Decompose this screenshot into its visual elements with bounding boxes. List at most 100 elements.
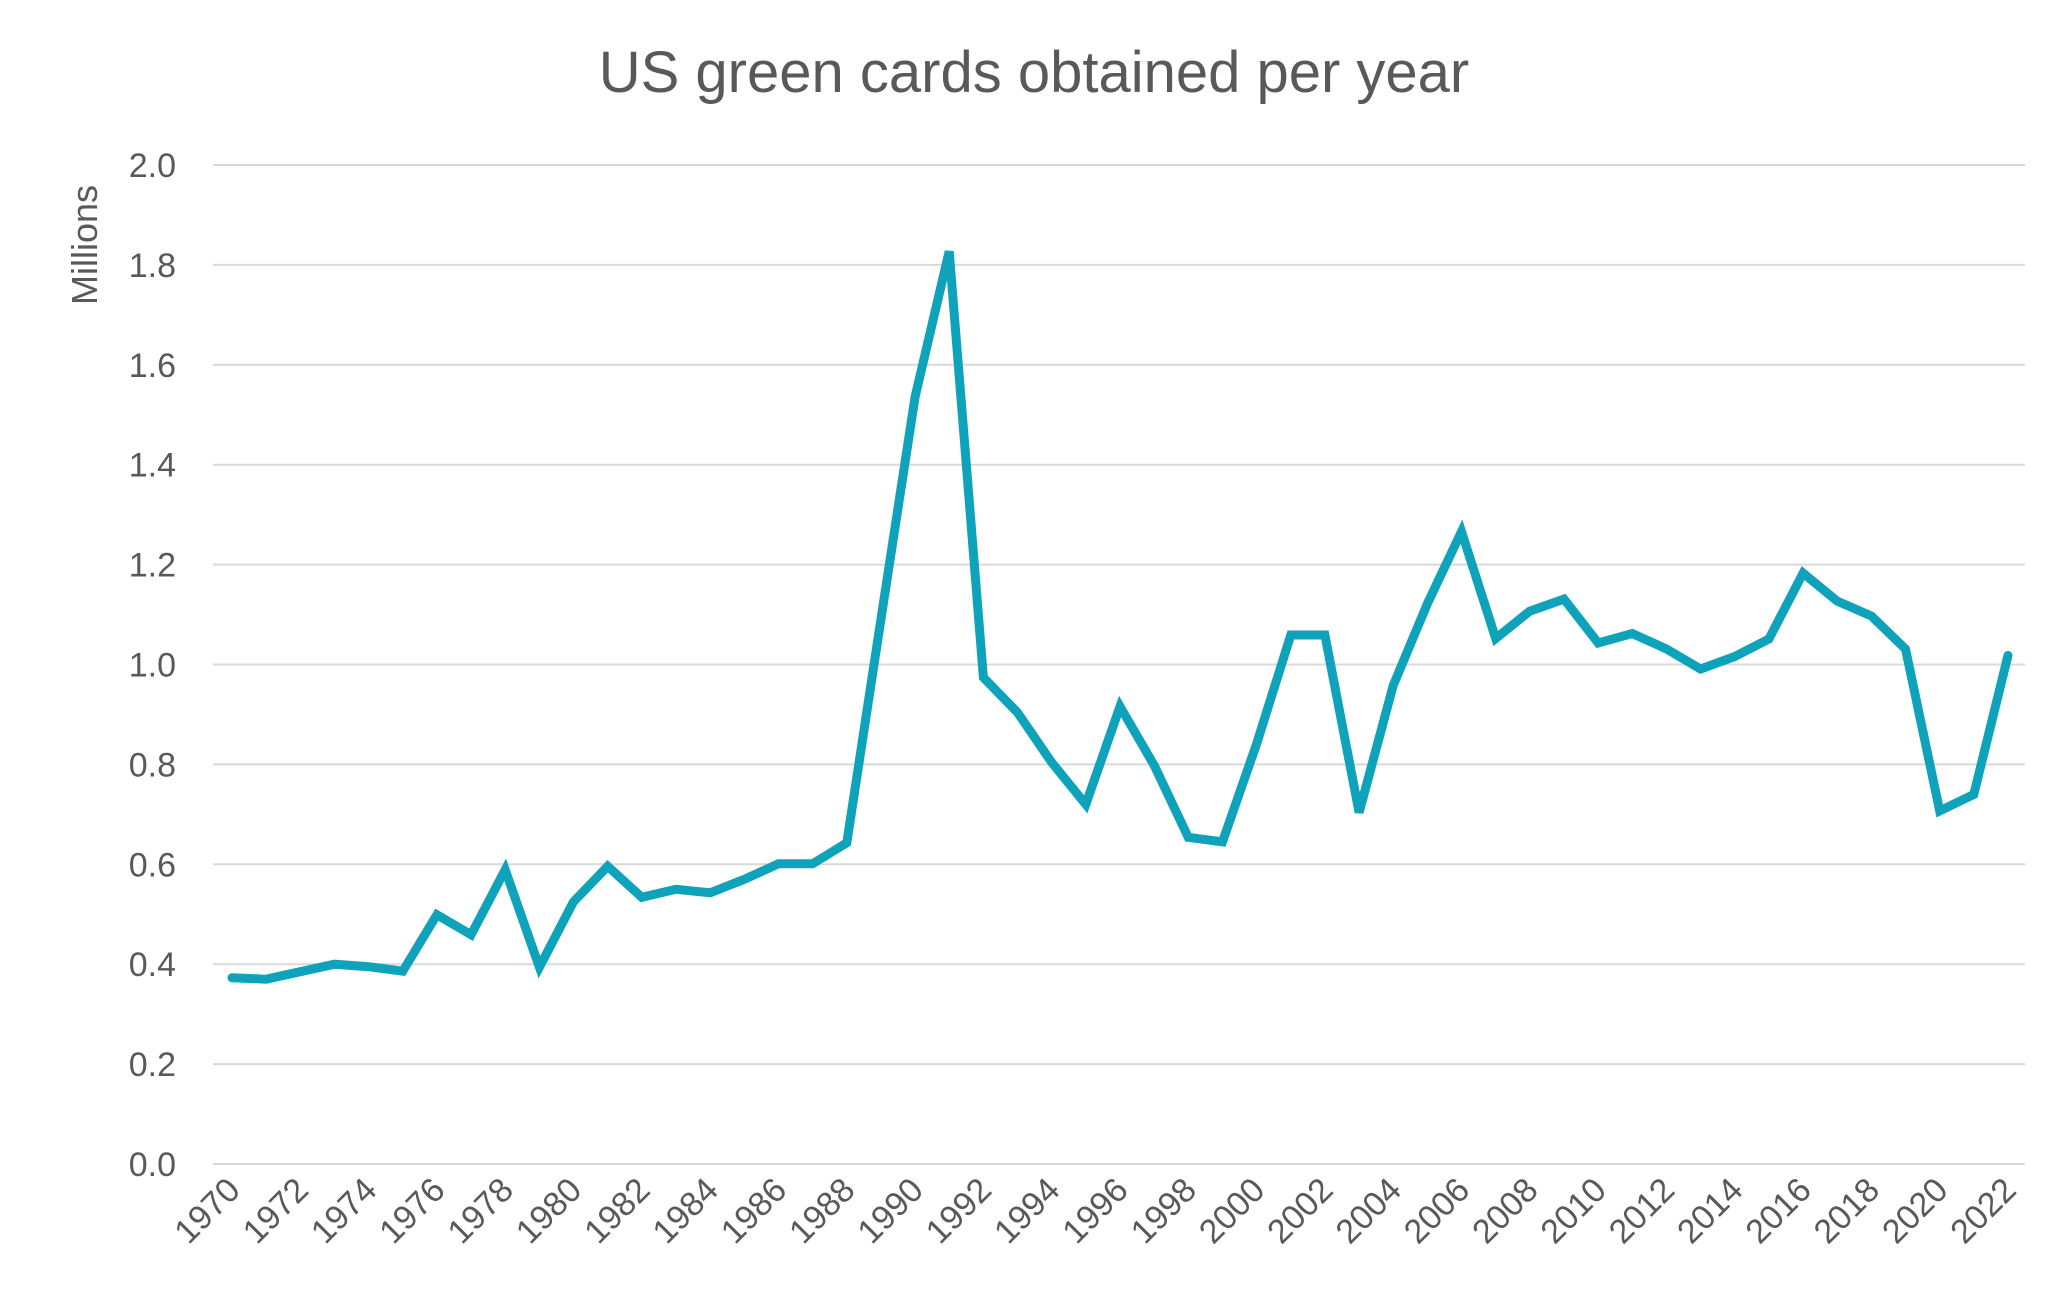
data-point — [1324, 634, 1326, 636]
data-point — [982, 677, 984, 678]
y-tick-label: 1.8 — [129, 247, 176, 285]
data-point — [1802, 572, 1804, 574]
data-point — [1631, 633, 1633, 634]
x-axis-ticks: 1970197219741976197819801982198419861988… — [167, 1171, 2023, 1251]
data-point — [948, 250, 950, 252]
y-tick-label: 0.2 — [129, 1046, 176, 1084]
y-tick-label: 0.8 — [129, 746, 176, 784]
data-point — [1734, 656, 1736, 657]
data-point — [1392, 685, 1394, 686]
data-point — [914, 396, 916, 398]
data-point — [1153, 764, 1155, 766]
x-tick-label: 2010 — [1533, 1171, 1613, 1251]
data-point — [880, 619, 882, 620]
data-point — [743, 878, 745, 880]
x-tick-label: 1978 — [441, 1171, 521, 1251]
x-tick-label: 2006 — [1397, 1171, 1477, 1251]
data-point — [1768, 638, 1770, 640]
data-point — [436, 914, 438, 916]
x-tick-label: 1986 — [714, 1171, 794, 1251]
data-point — [402, 970, 404, 972]
data-point — [1187, 836, 1189, 838]
data-point — [1085, 803, 1087, 805]
data-point — [368, 966, 370, 968]
data-point — [299, 971, 301, 973]
x-tick-label: 2012 — [1602, 1171, 1682, 1251]
x-tick-label: 2020 — [1875, 1171, 1955, 1251]
x-tick-label: 1996 — [1055, 1171, 1135, 1251]
x-tick-label: 2016 — [1738, 1171, 1818, 1251]
x-tick-label: 2014 — [1670, 1171, 1750, 1251]
data-point — [1051, 761, 1053, 763]
x-tick-label: 1994 — [987, 1171, 1067, 1251]
data-point — [334, 963, 335, 965]
data-point — [1017, 712, 1018, 713]
x-tick-label: 1988 — [782, 1171, 862, 1251]
x-tick-label: 2000 — [1192, 1171, 1272, 1251]
x-tick-label: 2008 — [1465, 1171, 1545, 1251]
data-point — [470, 934, 472, 936]
data-point — [1836, 600, 1838, 602]
data-point — [1666, 648, 1667, 650]
data-point — [1358, 811, 1360, 813]
data-point — [1905, 648, 1906, 650]
data-point — [1119, 706, 1121, 707]
data-point — [675, 888, 677, 890]
data-point — [504, 869, 506, 871]
data-point — [2007, 655, 2009, 656]
y-tick-label: 0.6 — [129, 846, 176, 884]
data-point — [1222, 841, 1223, 843]
x-tick-label: 1982 — [577, 1171, 657, 1251]
data-point — [1563, 598, 1565, 600]
x-tick-label: 1992 — [919, 1171, 999, 1251]
data-point — [1973, 793, 1975, 795]
x-tick-label: 1974 — [304, 1171, 384, 1251]
x-tick-label: 1976 — [372, 1171, 452, 1251]
x-tick-label: 1998 — [1124, 1171, 1204, 1251]
x-tick-label: 1972 — [236, 1171, 316, 1251]
data-point — [846, 842, 848, 844]
gridlines — [213, 164, 2025, 1165]
data-point — [778, 863, 779, 865]
x-tick-label: 1980 — [509, 1171, 589, 1251]
data-point — [1256, 743, 1258, 745]
x-tick-label: 2004 — [1329, 1171, 1409, 1251]
data-point — [1290, 634, 1292, 636]
y-axis-ticks: 0.0 0.2 0.4 0.6 0.8 1.0 1.2 1.4 1.6 1.8 2.0 — [129, 147, 176, 1184]
y-tick-label: 1.6 — [129, 347, 176, 385]
data-point — [231, 977, 233, 979]
x-tick-label: 2002 — [1260, 1171, 1340, 1251]
data-point — [607, 865, 609, 867]
data-point — [265, 978, 267, 980]
x-tick-label: 1990 — [850, 1171, 930, 1251]
x-tick-label: 2022 — [1943, 1171, 2023, 1251]
data-point — [538, 966, 540, 968]
data-point — [1700, 668, 1702, 670]
data-point — [1529, 610, 1531, 612]
data-point — [1939, 810, 1941, 812]
y-tick-label: 1.0 — [129, 647, 176, 685]
data-point — [812, 863, 814, 865]
y-axis-label: Millions — [64, 185, 105, 305]
data-point — [1870, 615, 1872, 617]
data-point — [1426, 603, 1428, 605]
data-point — [1495, 638, 1497, 639]
x-tick-label: 1970 — [167, 1171, 247, 1251]
data-point — [1597, 642, 1599, 644]
series-green-cards — [227, 250, 2013, 984]
data-point — [1461, 531, 1462, 533]
chart-title: US green cards obtained per year — [599, 40, 1470, 105]
x-tick-label: 1984 — [645, 1171, 725, 1251]
y-tick-label: 1.2 — [129, 547, 176, 585]
data-point — [573, 901, 574, 903]
y-tick-label: 0.4 — [129, 946, 176, 984]
y-tick-label: 2.0 — [129, 147, 176, 185]
x-tick-label: 2018 — [1807, 1171, 1887, 1251]
y-tick-label: 0.0 — [129, 1146, 176, 1184]
series-line — [227, 250, 2013, 984]
y-tick-label: 1.4 — [129, 447, 176, 485]
data-point — [641, 896, 643, 898]
data-point — [709, 892, 711, 894]
